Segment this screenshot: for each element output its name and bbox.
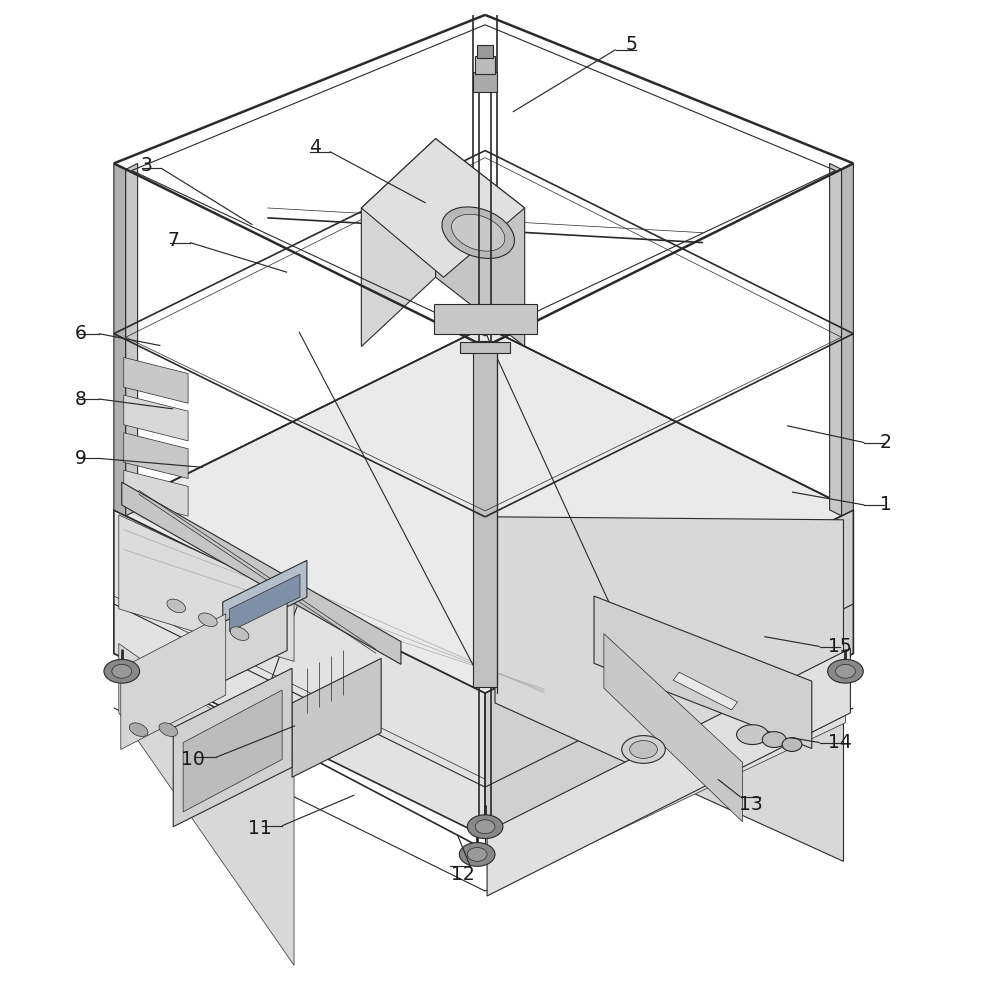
Text: 9: 9	[75, 449, 87, 468]
Polygon shape	[361, 139, 436, 347]
Ellipse shape	[622, 736, 665, 763]
Polygon shape	[121, 614, 226, 749]
Ellipse shape	[451, 214, 505, 251]
Ellipse shape	[630, 741, 657, 758]
Text: 6: 6	[75, 324, 87, 343]
Ellipse shape	[762, 732, 786, 747]
Polygon shape	[119, 515, 294, 661]
Polygon shape	[124, 470, 188, 516]
Text: 14: 14	[828, 733, 851, 752]
Polygon shape	[124, 357, 188, 403]
Text: 3: 3	[141, 156, 152, 175]
Ellipse shape	[112, 664, 132, 678]
Polygon shape	[114, 510, 485, 837]
Ellipse shape	[828, 659, 863, 683]
Text: 13: 13	[739, 795, 762, 814]
Bar	[477, 45, 493, 58]
Polygon shape	[487, 648, 850, 896]
Polygon shape	[124, 433, 188, 478]
Text: 1: 1	[880, 495, 892, 514]
Polygon shape	[114, 334, 119, 510]
Text: 15: 15	[828, 637, 851, 656]
Polygon shape	[490, 713, 845, 891]
Bar	[434, 304, 537, 334]
Text: 2: 2	[880, 433, 892, 452]
Polygon shape	[292, 658, 381, 777]
Polygon shape	[223, 560, 307, 639]
Ellipse shape	[167, 599, 185, 613]
Polygon shape	[594, 596, 812, 748]
Polygon shape	[485, 510, 853, 837]
Polygon shape	[114, 163, 126, 516]
Polygon shape	[842, 163, 853, 516]
Polygon shape	[148, 591, 287, 718]
Polygon shape	[495, 517, 843, 861]
Polygon shape	[436, 139, 525, 347]
Polygon shape	[114, 327, 853, 693]
Text: 8: 8	[75, 390, 87, 409]
Text: 11: 11	[248, 819, 271, 838]
Ellipse shape	[231, 627, 248, 640]
Polygon shape	[183, 690, 282, 812]
Polygon shape	[119, 644, 294, 965]
Bar	[460, 342, 510, 353]
Polygon shape	[122, 482, 401, 664]
Text: 12: 12	[451, 865, 475, 884]
Polygon shape	[673, 672, 738, 710]
Polygon shape	[473, 341, 497, 687]
Ellipse shape	[467, 815, 503, 839]
Ellipse shape	[737, 725, 768, 745]
Text: 7: 7	[167, 231, 179, 250]
Polygon shape	[230, 574, 300, 632]
Bar	[473, 72, 497, 92]
Polygon shape	[830, 163, 842, 516]
Ellipse shape	[442, 207, 515, 258]
Ellipse shape	[836, 664, 855, 678]
Ellipse shape	[459, 843, 495, 866]
Polygon shape	[604, 634, 742, 822]
Polygon shape	[126, 163, 138, 516]
Ellipse shape	[159, 723, 177, 736]
Bar	[475, 56, 495, 74]
Polygon shape	[173, 668, 292, 827]
Ellipse shape	[782, 738, 802, 751]
Text: 5: 5	[626, 35, 638, 54]
Ellipse shape	[104, 659, 140, 683]
Ellipse shape	[130, 723, 148, 736]
Polygon shape	[124, 395, 188, 441]
Ellipse shape	[475, 820, 495, 834]
Ellipse shape	[199, 613, 217, 627]
Text: 10: 10	[181, 750, 205, 769]
Polygon shape	[361, 139, 525, 277]
Ellipse shape	[467, 847, 487, 861]
Text: 4: 4	[309, 138, 321, 157]
